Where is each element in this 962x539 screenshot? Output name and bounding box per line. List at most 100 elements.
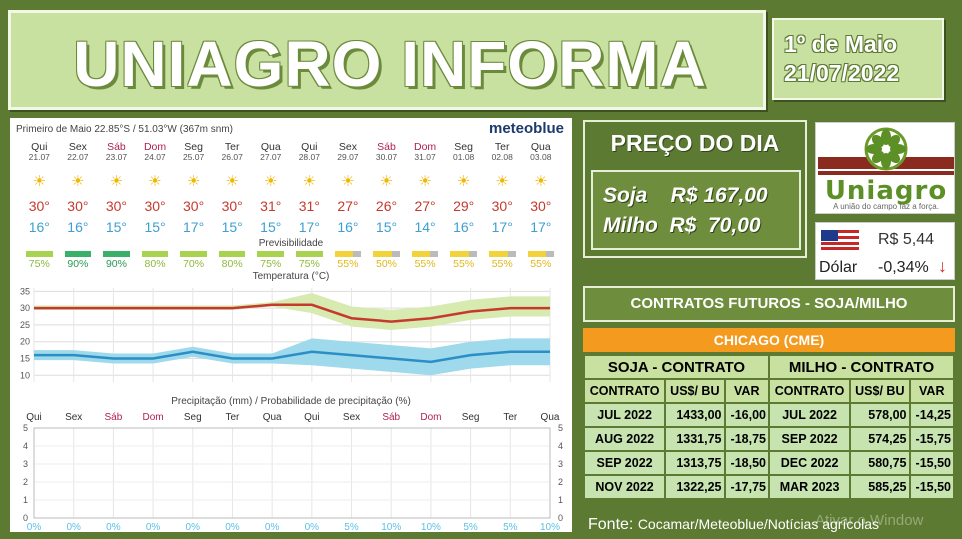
table-column-headers: CONTRATO US$/ BU VAR CONTRATO US$/ BU VAR [582, 378, 955, 404]
previsibilidade-bar [180, 251, 207, 257]
table-row: SEP 2022 1313,75 -18,50 DEC 2022 580,75 -15,5… [582, 450, 955, 476]
dolar-label: Dólar [819, 259, 858, 276]
weather-icons-row: ☀ ☀ ☀ ☀ ☀ ☀ ☀ ☀ ☀ ☀ ☀ ☀ ☀ ☀ [20, 172, 560, 190]
day-date: 01.08 [453, 152, 475, 162]
previsibilidade-bar [141, 251, 169, 257]
day-date: 23.07 [105, 152, 128, 162]
day-name: Sáb [377, 141, 396, 153]
precip-probability: 10% [421, 522, 441, 532]
max-temp-band [34, 293, 550, 330]
preco-do-dia-box: PREÇO DO DIA Soja R$ 167,00 Milho R$ 70,… [583, 120, 807, 258]
previsibilidade-percent: 55% [491, 258, 513, 270]
previsibilidade-bar [488, 251, 516, 257]
precip-day-label: Sex [343, 412, 360, 423]
precip-day-label: Qua [541, 412, 560, 423]
precip-day-label: Qua [263, 412, 282, 423]
y-tick-label-right: 1 [558, 495, 563, 505]
sun-icon: ☀ [379, 173, 394, 190]
dolar-value: R$ 5,44 [878, 231, 935, 248]
dolar-change: -0,34% [878, 259, 929, 276]
temperature-label: Temperatura (°C) [252, 271, 330, 282]
table-cell: 580,75 [849, 450, 911, 476]
table-cell: -17,75 [723, 474, 770, 500]
y-tick-label: 35 [20, 286, 30, 296]
max-temp: 29° [453, 198, 475, 214]
forecast-day: Seg 25.07 [174, 142, 213, 162]
activation-watermark: Ativar o Window [815, 512, 924, 529]
y-tick-label-right: 0 [558, 513, 563, 523]
max-temp: 30° [491, 198, 513, 214]
min-temp: 17° [183, 219, 205, 235]
title-banner: UNIAGRO INFORMA [8, 10, 766, 110]
partly-cloudy-icon: ☀ [186, 173, 201, 190]
logo-tagline: A união do campo faz a força. [833, 202, 939, 211]
precip-probability: 5% [463, 522, 478, 532]
previsibilidade-percent: 90% [67, 258, 89, 270]
y-tick-label: 1 [23, 495, 28, 505]
day-name: Sex [338, 141, 357, 153]
y-tick-label: 15 [20, 354, 30, 364]
forecast-day: Qui 21.07 [20, 142, 59, 162]
previsibilidade-label: Previsibilidade [258, 238, 324, 249]
previsibilidade-bar [334, 251, 362, 257]
previsibilidade-bar [296, 251, 323, 257]
forecast-day: Ter 26.07 [213, 142, 252, 162]
precip-frame [33, 427, 551, 519]
forecast-day: Ter 02.08 [483, 142, 522, 162]
previsibilidade-percent: 75% [260, 258, 282, 270]
sun-icon: ☀ [109, 173, 124, 190]
min-temp: 16° [67, 219, 89, 235]
logo-name: Uniagro [824, 176, 948, 206]
previsibilidade-value: 75% [20, 251, 59, 270]
column-header: CONTRATO [767, 378, 852, 404]
day-date: 22.07 [67, 152, 89, 162]
max-temp: 30° [105, 198, 128, 214]
min-temp: 17° [491, 219, 513, 235]
table-cell: 1322,25 [664, 474, 726, 500]
precip-probability: 0% [106, 522, 121, 532]
precip-probability: 10% [381, 522, 401, 532]
day-name: Dom [143, 141, 167, 153]
min-temp: 17° [298, 219, 320, 235]
column-header: US$/ BU [849, 378, 911, 404]
previsibilidade-value: 55% [444, 251, 483, 270]
day-name: Qui [301, 141, 318, 153]
previsibilidade-value: 90% [97, 251, 136, 270]
max-temp: 30° [221, 198, 243, 214]
day-name: Sex [68, 141, 87, 153]
table-cell: -18,50 [723, 450, 770, 476]
table-cell: -18,75 [723, 426, 770, 452]
previsibilidade-percent: 55% [337, 258, 359, 270]
precip-probability: 5% [344, 522, 359, 532]
temperature-chart: 10 15 20 25 30 35 [20, 286, 551, 382]
previsibilidade-bar [26, 251, 53, 257]
day-date: 30.07 [375, 152, 398, 162]
y-tick-label: 20 [20, 337, 30, 347]
precip-probability: 0% [265, 522, 280, 532]
min-temp: 15° [260, 219, 282, 235]
sun-icon: ☀ [341, 173, 355, 190]
soja-contract-header: SOJA - CONTRATO [583, 354, 770, 380]
y-tick-label-right: 3 [558, 459, 563, 469]
milho-price: Milho R$ 70,00 [603, 214, 761, 237]
forecast-day: Qui 28.07 [290, 142, 329, 162]
table-cell: -16,00 [723, 402, 770, 428]
forecast-day: Sáb 30.07 [367, 142, 406, 162]
forecast-day: Qua 03.08 [522, 142, 561, 162]
previsibilidade-percent: 55% [453, 258, 475, 270]
day-name: Ter [494, 141, 510, 153]
forecast-day: Dom 31.07 [406, 142, 445, 162]
sun-icon: ☀ [32, 173, 47, 190]
preco-title: PREÇO DO DIA [610, 130, 780, 156]
futures-table: SOJA - CONTRATO MILHO - CONTRATO CONTRAT… [582, 354, 956, 500]
previsibilidade-bar [64, 251, 92, 257]
previsibilidade-value: 55% [483, 251, 522, 270]
precip-probability: 0% [146, 522, 161, 532]
max-temp: 30° [530, 198, 552, 214]
previsibilidade-bar [103, 251, 130, 257]
min-temp: 16° [453, 219, 475, 235]
table-cell: 574,25 [849, 426, 911, 452]
precip-day-label: Ter [226, 412, 241, 423]
max-temp: 26° [375, 198, 398, 214]
precip-probability: 10% [540, 522, 560, 532]
